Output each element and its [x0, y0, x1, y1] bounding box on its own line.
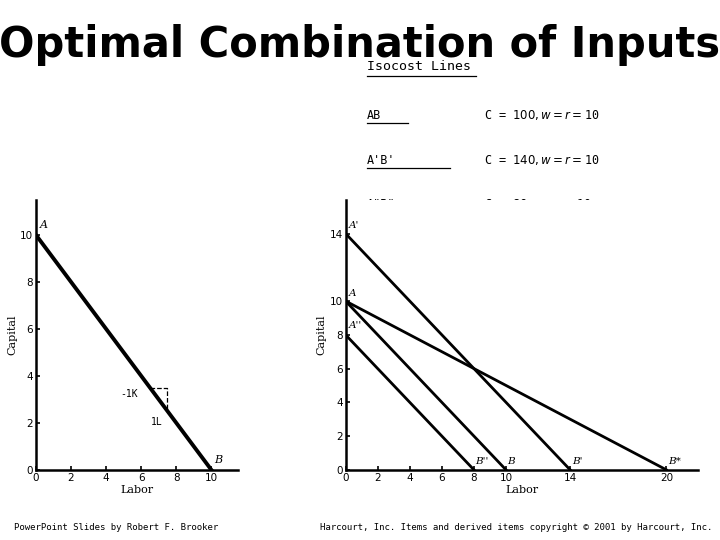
- Text: B: B: [214, 455, 222, 465]
- Text: AB*: AB*: [367, 243, 388, 256]
- Text: PowerPoint Slides by Robert F. Brooker: PowerPoint Slides by Robert F. Brooker: [14, 523, 219, 532]
- Text: A: A: [40, 220, 48, 231]
- Text: A"B": A"B": [367, 199, 395, 212]
- Y-axis label: Capital: Capital: [7, 314, 17, 355]
- Text: B': B': [572, 457, 582, 467]
- X-axis label: Labor: Labor: [120, 485, 153, 495]
- Text: C = $80, w = r = $10: C = $80, w = r = $10: [485, 198, 593, 212]
- Text: B'': B'': [475, 457, 489, 467]
- Text: -1K: -1K: [120, 389, 138, 399]
- Text: 1L: 1L: [150, 417, 163, 427]
- Text: A': A': [348, 221, 359, 230]
- Text: A: A: [348, 289, 356, 298]
- X-axis label: Labor: Labor: [505, 485, 539, 495]
- Text: B*: B*: [668, 457, 681, 467]
- Text: C = $140, w = r = $10: C = $140, w = r = $10: [485, 153, 600, 167]
- Y-axis label: Capital: Capital: [317, 314, 327, 355]
- Text: Optimal Combination of Inputs: Optimal Combination of Inputs: [0, 24, 720, 66]
- Text: Isocost Lines: Isocost Lines: [367, 60, 471, 73]
- Text: A'': A'': [348, 321, 362, 330]
- Text: C = $100, w = r = $10: C = $100, w = r = $10: [485, 108, 600, 122]
- Text: C = $100, w = $5, r = $10: C = $100, w = $5, r = $10: [485, 243, 662, 256]
- Text: Harcourt, Inc. Items and derived items copyright © 2001 by Harcourt, Inc.: Harcourt, Inc. Items and derived items c…: [320, 523, 713, 532]
- Text: B: B: [508, 457, 516, 467]
- Text: A'B': A'B': [367, 154, 395, 167]
- Text: AB: AB: [367, 109, 381, 122]
